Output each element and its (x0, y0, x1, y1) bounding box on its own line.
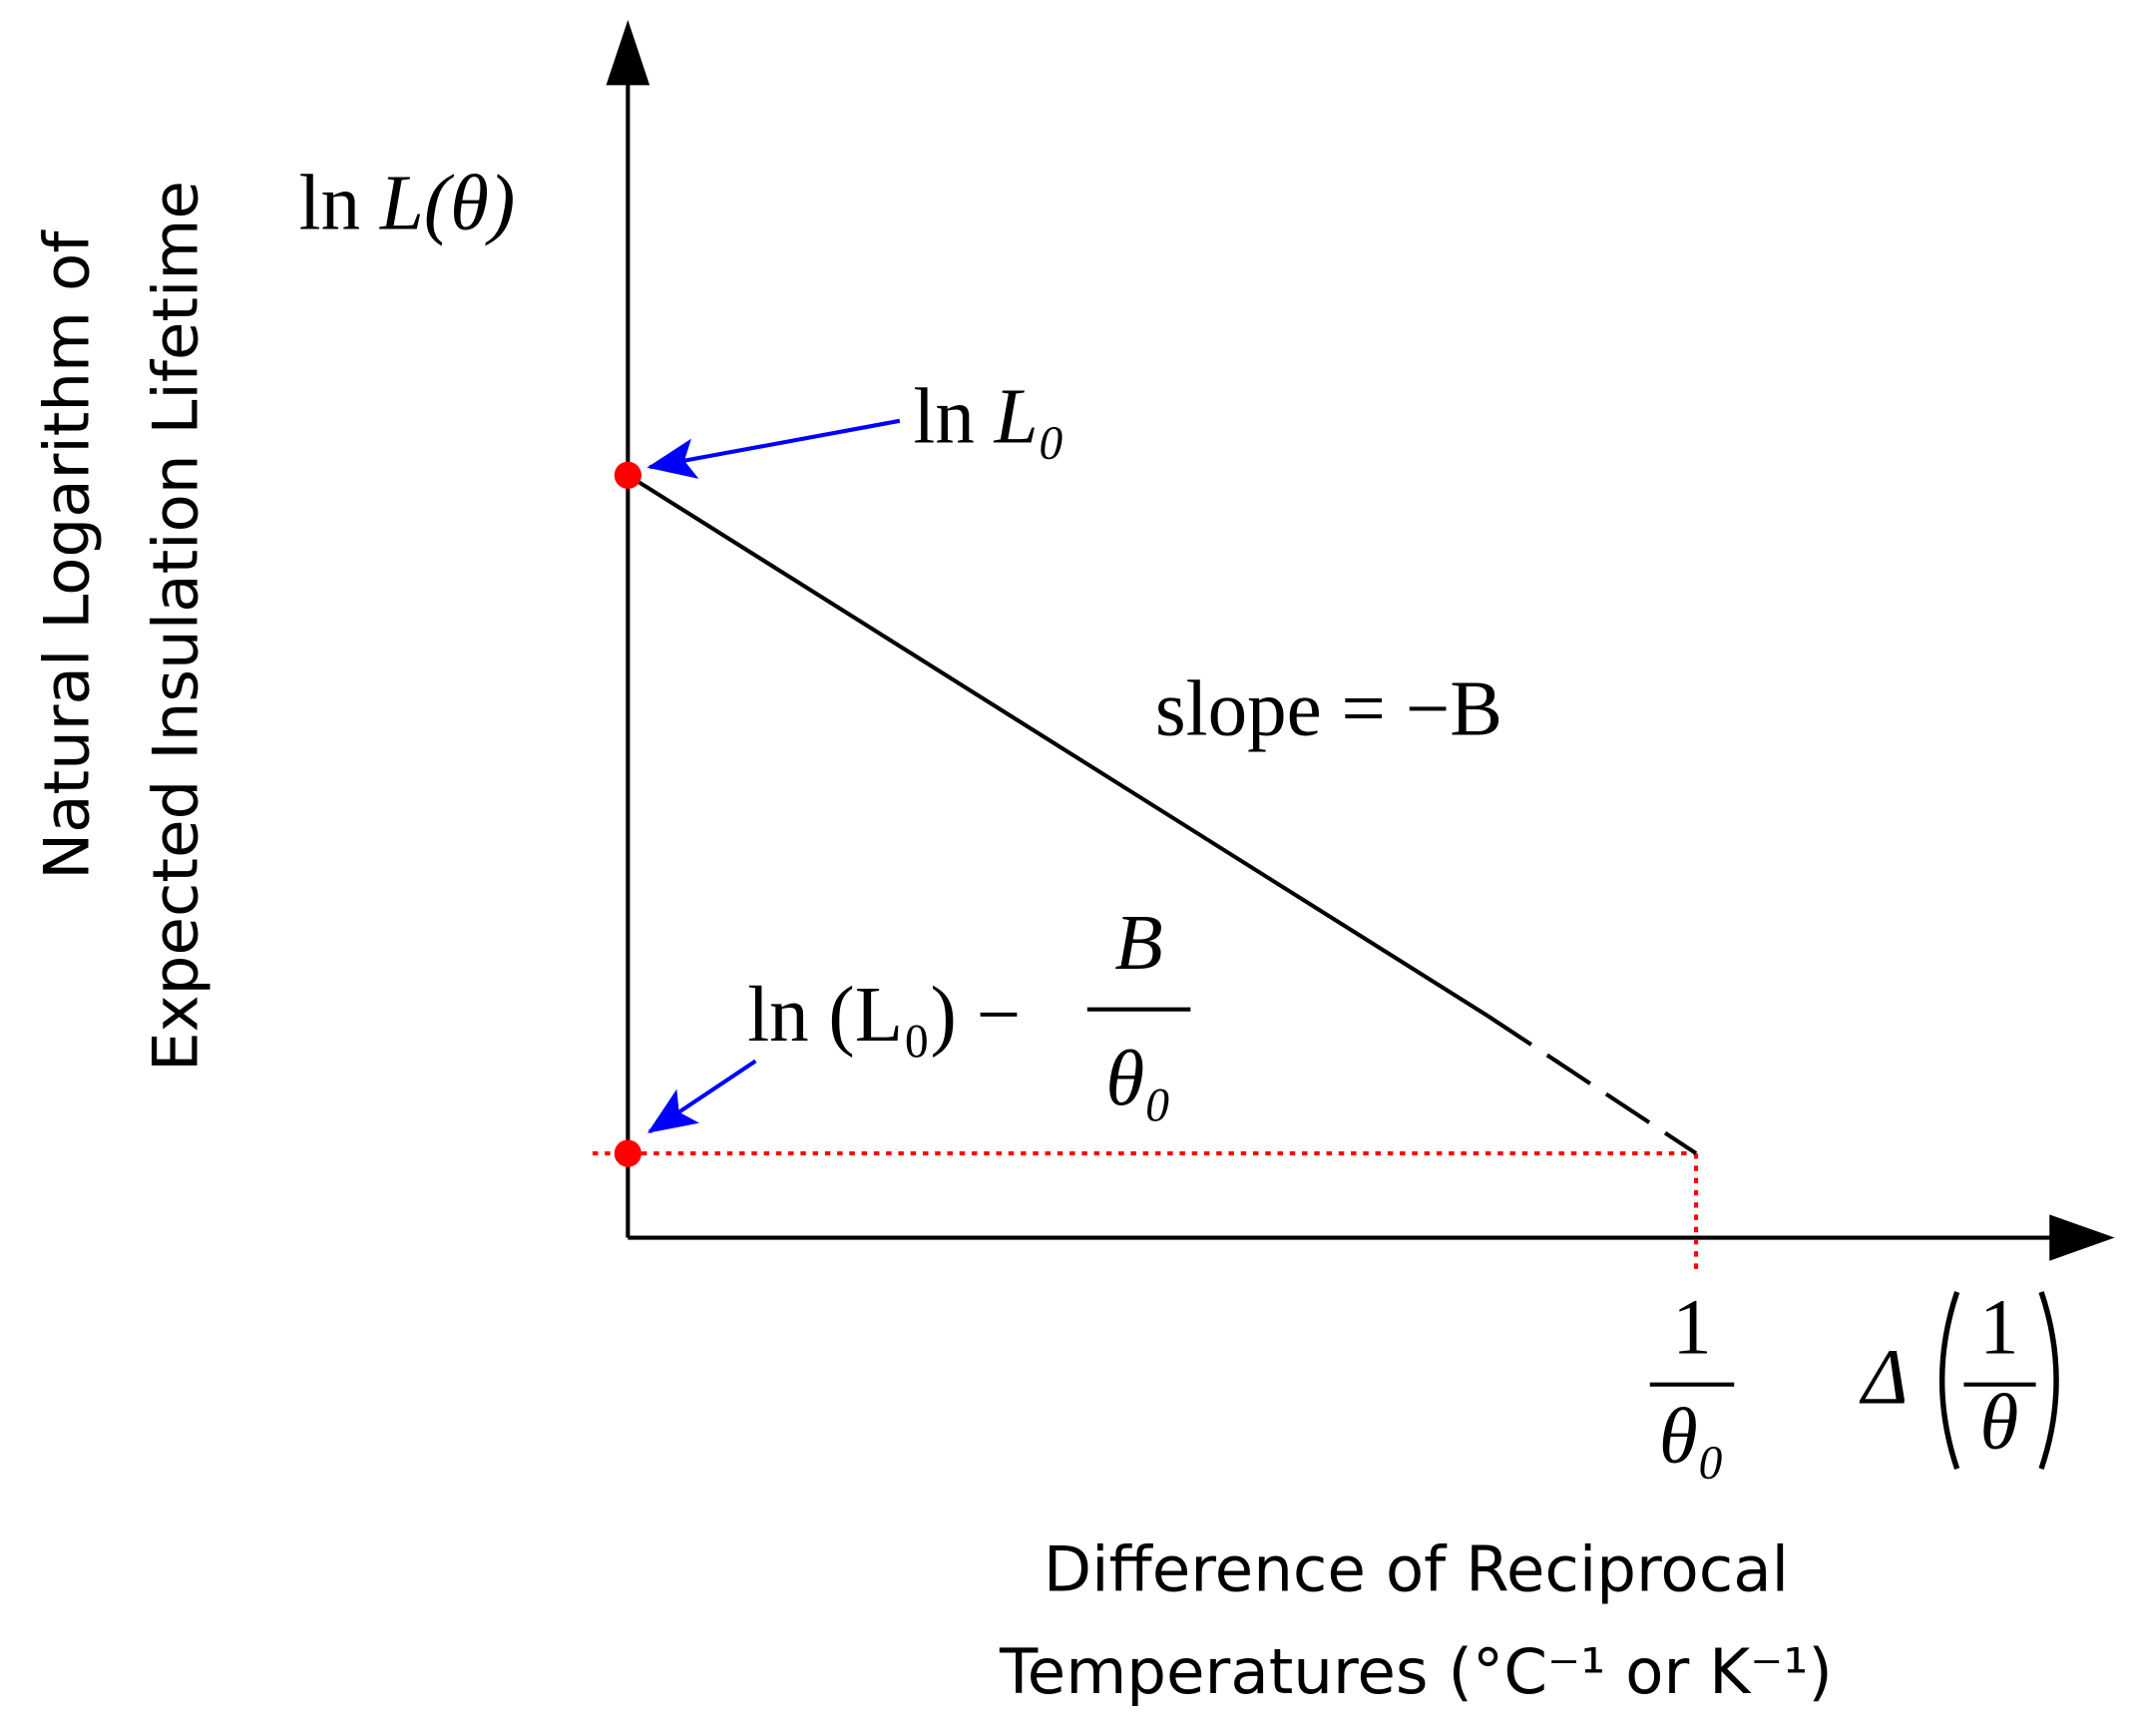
intercept-label: ln L₀ (913, 374, 1066, 461)
y-axis-symbol: ln L(θ) (299, 161, 516, 247)
x-symbol-paren-right (2038, 1291, 2059, 1470)
intercept-arrow (646, 418, 901, 479)
y-symbol-fn: ln (299, 161, 360, 247)
intercept-fn: ln (913, 374, 974, 461)
x-axis-arrow (2049, 1214, 2115, 1261)
endpoint-numerator: B (1114, 900, 1162, 987)
x-symbol-numerator: 1 (1979, 1284, 2019, 1371)
y-axis-title-line: Expected Insulation Lifetime (140, 181, 213, 1072)
x-symbol-prefix: Δ (1859, 1335, 1908, 1422)
lifetime-line-extrapolated (1487, 1014, 1698, 1155)
y-axis-arrow (606, 19, 650, 86)
endpoint-point (614, 1139, 641, 1167)
x-symbol-paren-left (1938, 1291, 1960, 1470)
x-tick-numerator: 1 (1672, 1284, 1711, 1371)
endpoint-label-main: ln (L₀) − (747, 972, 1021, 1059)
x-symbol-denominator: θ (1979, 1380, 2018, 1467)
lifetime-line (627, 473, 1490, 1019)
x-axis-title-line: Temperatures (°C⁻¹ or K⁻¹) (999, 1635, 1833, 1708)
intercept-point (614, 461, 641, 489)
slope-label: slope = −B (1155, 666, 1502, 753)
y-axis-title-line: Natural Logarithm of (31, 229, 104, 880)
intercept-var: L₀ (994, 374, 1066, 461)
x-tick-denominator: θ₀ (1659, 1393, 1725, 1480)
endpoint-denominator: θ₀ (1105, 1036, 1171, 1122)
y-symbol-var: L(θ) (379, 161, 515, 247)
x-axis-title-line: Difference of Reciprocal (1044, 1533, 1789, 1606)
endpoint-arrow (646, 1059, 757, 1133)
